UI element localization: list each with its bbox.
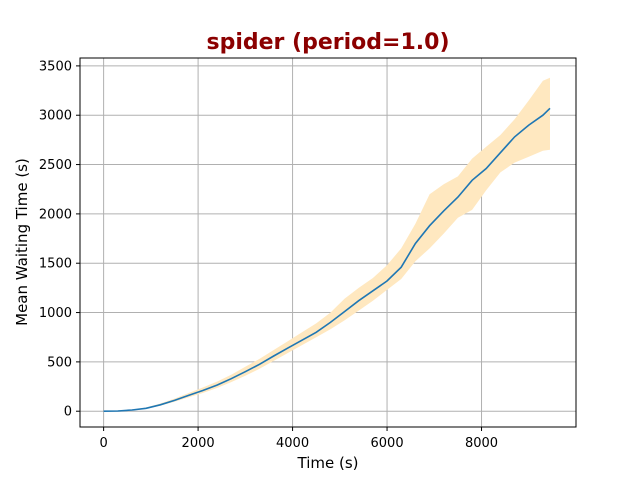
y-tick-label: 0 — [64, 405, 72, 420]
x-axis: 0 2000 4000 6000 8000 — [99, 427, 498, 451]
y-tick-label: 3000 — [39, 109, 72, 124]
series-line — [103, 107, 551, 412]
x-tick-label: 6000 — [371, 436, 404, 451]
x-tick-label: 4000 — [276, 436, 309, 451]
grid — [80, 58, 576, 427]
y-axis: 0 500 1000 1500 2000 2500 3000 3500 — [39, 59, 80, 420]
x-tick-label: 8000 — [465, 436, 498, 451]
x-axis-label: Time (s) — [297, 454, 359, 472]
y-tick-label: 1500 — [39, 257, 72, 272]
mean-waiting-time-line — [103, 107, 551, 412]
x-tick-label: 2000 — [182, 436, 215, 451]
chart-title: spider (period=1.0) — [207, 30, 450, 55]
y-tick-label: 2500 — [39, 158, 72, 173]
y-tick-label: 2000 — [39, 207, 72, 222]
y-tick-label: 3500 — [39, 59, 72, 74]
y-tick-label: 500 — [47, 355, 72, 370]
y-tick-label: 1000 — [39, 306, 72, 321]
y-axis-label: Mean Waiting Time (s) — [13, 158, 31, 326]
axes-frame — [79, 57, 577, 428]
x-tick-label: 0 — [99, 436, 107, 451]
